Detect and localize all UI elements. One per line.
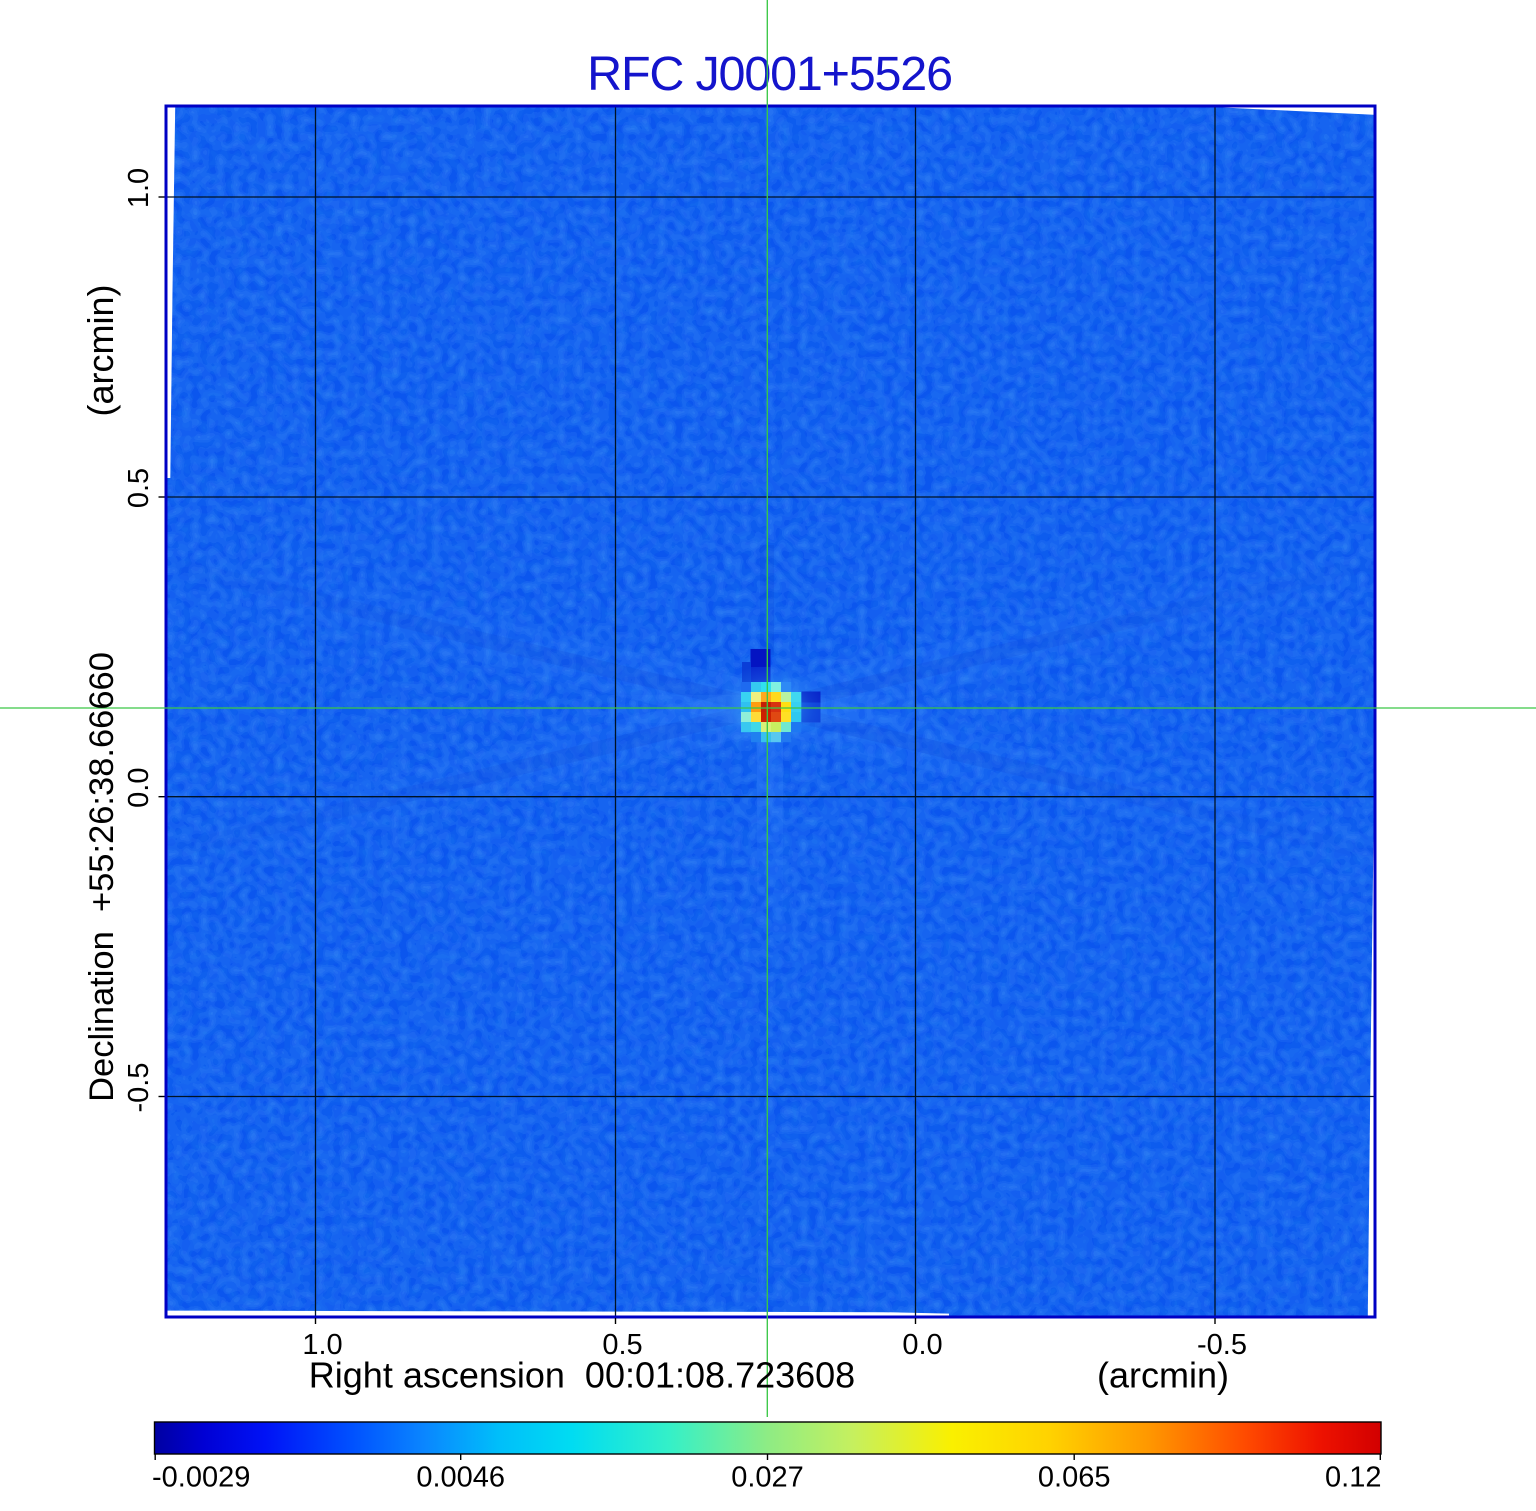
svg-text:Declination +55:26:38.66660: Declination +55:26:38.66660 xyxy=(83,652,121,1102)
svg-text:0.5: 0.5 xyxy=(602,1329,642,1361)
svg-text:(arcmin): (arcmin) xyxy=(80,285,121,417)
svg-text:Right ascension 00:01:08.7236: Right ascension 00:01:08.723608 xyxy=(309,1355,855,1396)
svg-text:0.027: 0.027 xyxy=(731,1462,804,1494)
svg-text:0.0046: 0.0046 xyxy=(416,1462,505,1494)
svg-text:-0.5: -0.5 xyxy=(1197,1329,1247,1361)
svg-text:1.0: 1.0 xyxy=(302,1329,342,1361)
svg-text:-0.0029: -0.0029 xyxy=(152,1462,250,1494)
svg-text:(arcmin): (arcmin) xyxy=(1097,1355,1229,1396)
svg-text:1.0: 1.0 xyxy=(123,168,155,208)
svg-text:0.0: 0.0 xyxy=(123,768,155,808)
svg-text:-0.5: -0.5 xyxy=(123,1063,155,1113)
svg-text:RFC J0001+5526: RFC J0001+5526 xyxy=(587,47,952,101)
svg-text:0.0: 0.0 xyxy=(902,1329,942,1361)
svg-text:0.12: 0.12 xyxy=(1325,1462,1381,1494)
svg-text:0.5: 0.5 xyxy=(123,468,155,508)
svg-text:0.065: 0.065 xyxy=(1038,1462,1111,1494)
